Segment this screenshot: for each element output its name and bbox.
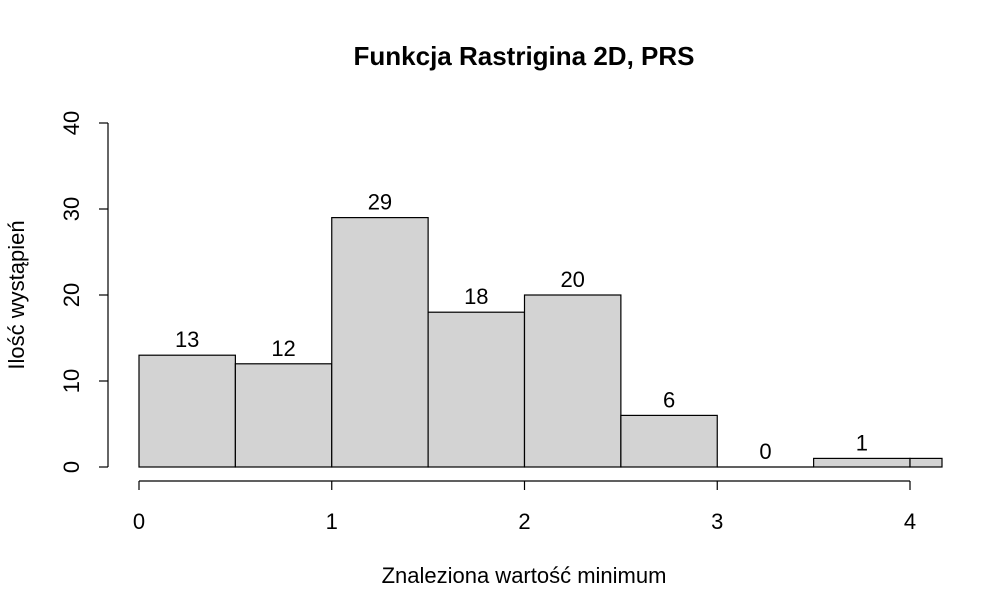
bar-data-label: 0 xyxy=(759,439,771,464)
bar-data-label: 20 xyxy=(560,267,584,292)
x-tick-label: 4 xyxy=(904,509,916,534)
y-tick-label: 10 xyxy=(59,369,84,393)
y-tick-label: 40 xyxy=(59,111,84,135)
y-tick-label: 20 xyxy=(59,283,84,307)
bars-group xyxy=(138,217,943,468)
y-axis: 0 10 20 30 40 xyxy=(59,111,109,473)
x-tick-label: 3 xyxy=(711,509,723,534)
bar-data-label: 13 xyxy=(175,327,199,352)
x-tick-label: 0 xyxy=(133,509,145,534)
x-tick-label: 1 xyxy=(326,509,338,534)
histogram-bar xyxy=(427,311,526,468)
x-tick-label: 2 xyxy=(518,509,530,534)
histogram-bar xyxy=(138,354,236,468)
histogram-bar xyxy=(523,294,622,468)
y-tick-label: 0 xyxy=(59,461,84,473)
histogram-bar xyxy=(909,457,943,468)
chart-title: Funkcja Rastrigina 2D, PRS xyxy=(354,41,695,71)
histogram-bar xyxy=(331,217,429,468)
bar-data-label: 6 xyxy=(663,387,675,412)
x-axis-label: Znaleziona wartość minimum xyxy=(382,563,667,588)
bar-data-label: 29 xyxy=(368,190,392,215)
y-axis-label: Ilość wystąpień xyxy=(4,220,29,369)
bar-data-label: 1 xyxy=(856,430,868,455)
data-labels-group: 13 12 29 18 20 6 0 1 xyxy=(175,190,868,464)
bar-data-label: 18 xyxy=(464,284,488,309)
x-axis: 0 1 2 3 4 xyxy=(133,480,916,534)
y-tick-label: 30 xyxy=(59,197,84,221)
histogram-bar xyxy=(234,363,333,468)
bar-data-label: 12 xyxy=(271,336,295,361)
histogram-bar xyxy=(620,414,718,468)
histogram-bar xyxy=(813,457,911,468)
